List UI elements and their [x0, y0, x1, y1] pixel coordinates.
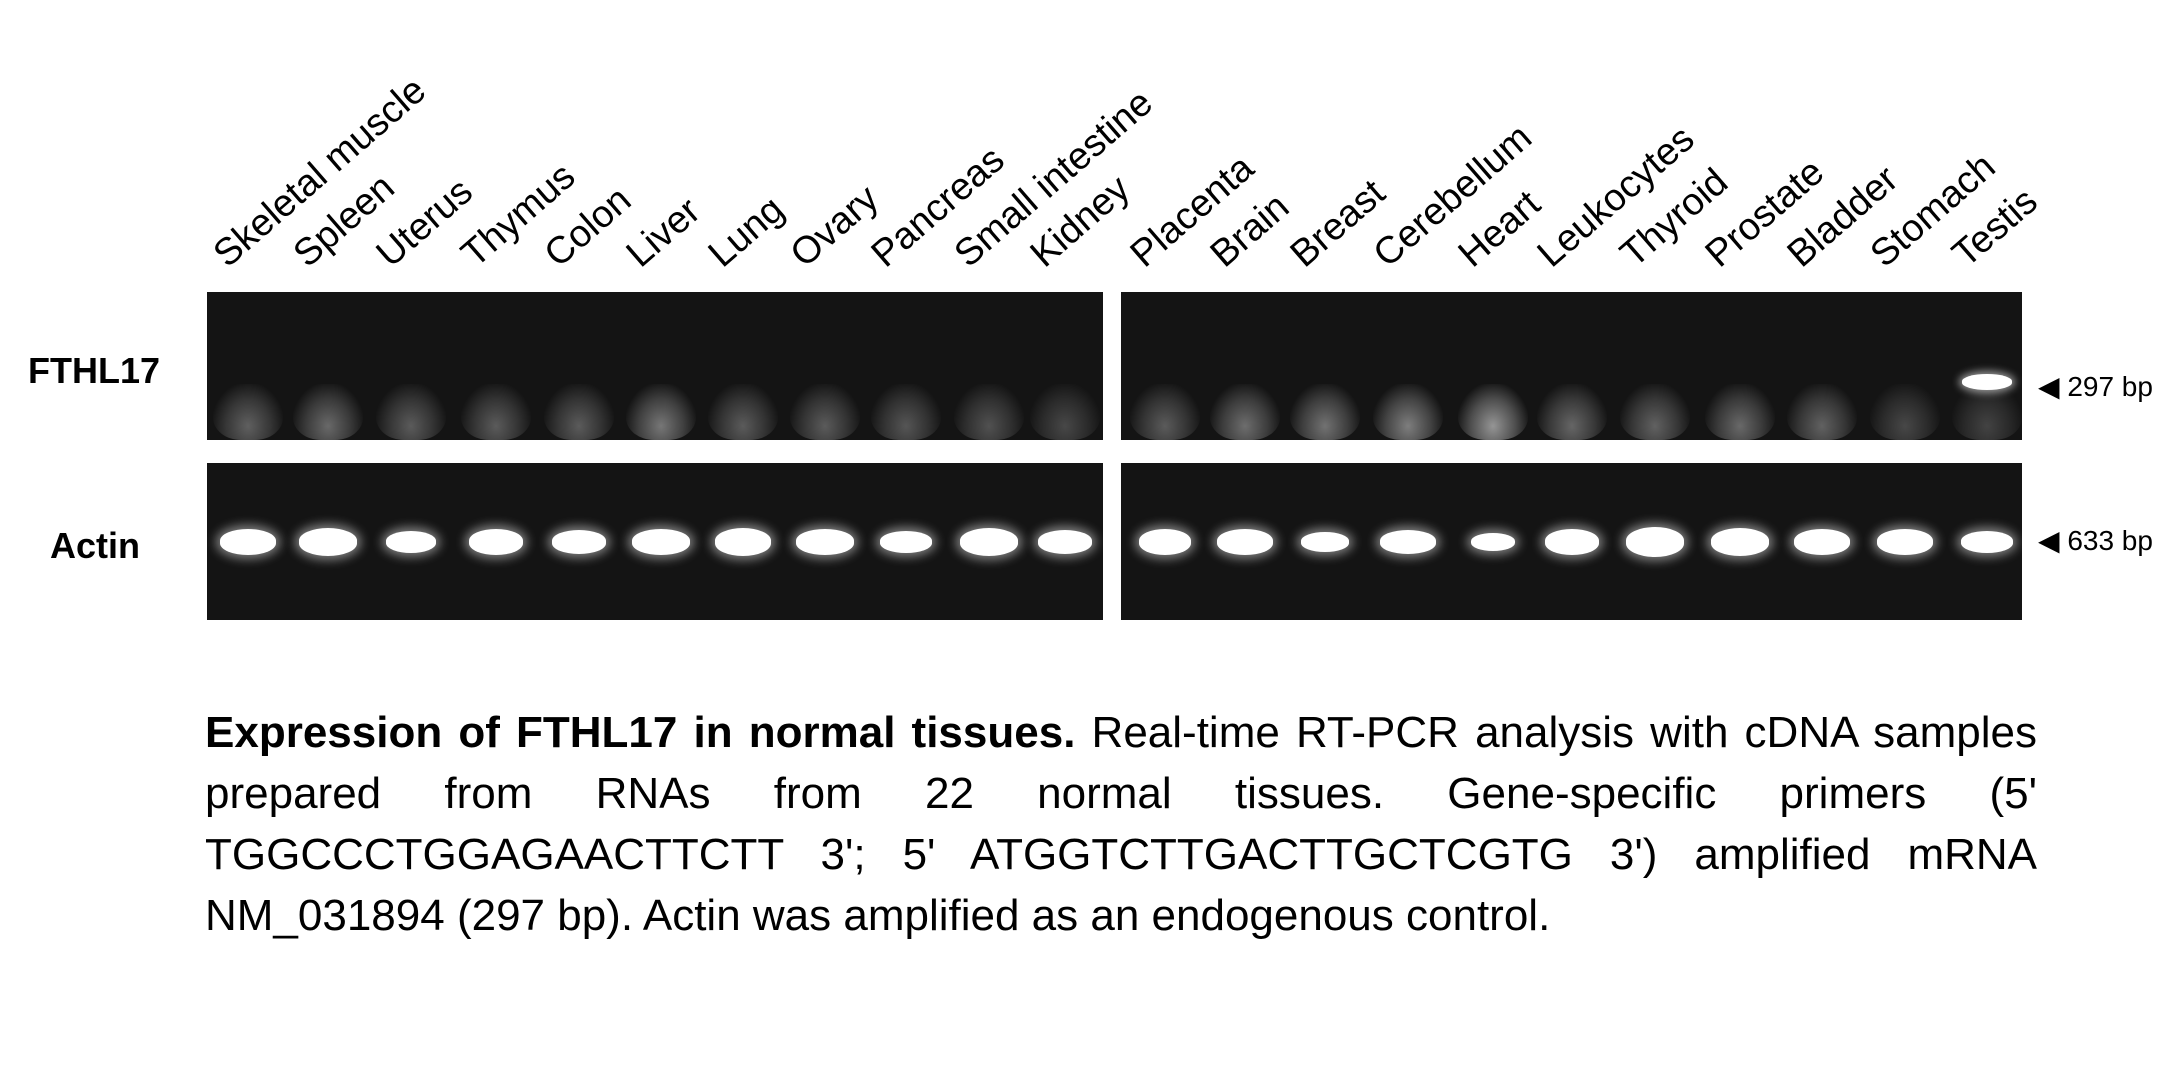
gel-band — [1545, 529, 1599, 555]
gel-band — [1373, 384, 1443, 440]
figure-caption: Expression of FTHL17 in normal tissues. … — [205, 702, 2037, 946]
gel-band — [299, 528, 357, 556]
gel-band — [871, 384, 941, 440]
gel-band — [376, 384, 446, 440]
gel-band — [1139, 529, 1191, 555]
gel-band — [1038, 530, 1092, 554]
caption-body: Real-time RT-PCR analysis with cDNA samp… — [205, 708, 2037, 940]
gel-band — [1794, 529, 1850, 555]
gel-band — [708, 384, 778, 440]
caption-title: Expression of FTHL17 in normal tissues. — [205, 708, 1076, 757]
gel-band — [960, 528, 1018, 556]
gel-band — [293, 384, 363, 440]
gel-band — [790, 384, 860, 440]
lane-label: Lung — [700, 188, 793, 276]
marker-633bp: ◀ 633 bp — [2038, 525, 2153, 556]
gel-band — [213, 384, 283, 440]
gel-band — [552, 530, 606, 554]
gel-band — [715, 528, 771, 556]
gel-band — [1620, 384, 1690, 440]
gel-band — [1626, 527, 1684, 557]
gel-band — [544, 384, 614, 440]
gel-band — [1870, 384, 1940, 440]
gel-band — [796, 529, 854, 555]
lane-label: Breast — [1282, 171, 1394, 276]
gel-band — [1290, 384, 1360, 440]
gel-band — [1787, 384, 1857, 440]
gel-band — [1301, 532, 1349, 552]
gel-band — [386, 531, 436, 553]
actin-gel-left — [207, 463, 1103, 620]
gel-band — [220, 529, 276, 555]
gel-band — [1962, 374, 2012, 390]
gel-figure: Skeletal muscle Spleen Uterus Thymus Colon Li… — [28, 69, 2153, 620]
gel-band — [1705, 384, 1775, 440]
marker-297bp: ◀ 297 bp — [2038, 371, 2153, 402]
gel-band — [632, 529, 690, 555]
gel-band — [626, 384, 696, 440]
gel-band — [1458, 384, 1528, 440]
gel-band — [461, 384, 531, 440]
fthl17-gel-right — [1121, 292, 2022, 440]
gel-band — [1471, 533, 1515, 551]
gel-band — [1537, 384, 1607, 440]
gel-band — [1711, 528, 1769, 556]
lane-label: Ovary — [782, 177, 887, 276]
gel-band — [954, 384, 1024, 440]
gel-band — [1030, 384, 1100, 440]
gel-band — [880, 531, 932, 553]
actin-gel-right — [1121, 463, 2022, 620]
gel-band — [1130, 384, 1200, 440]
gel-band — [469, 529, 523, 555]
gel-band — [1380, 530, 1436, 554]
gel-band — [1217, 529, 1273, 555]
gel-band — [1877, 529, 1933, 555]
gel-band — [1210, 384, 1280, 440]
row-label-actin: Actin — [50, 525, 140, 566]
gel-band — [1961, 531, 2013, 553]
row-label-fthl17: FTHL17 — [28, 350, 161, 391]
gel-band — [1952, 384, 2022, 440]
fthl17-gel-left — [207, 292, 1103, 440]
